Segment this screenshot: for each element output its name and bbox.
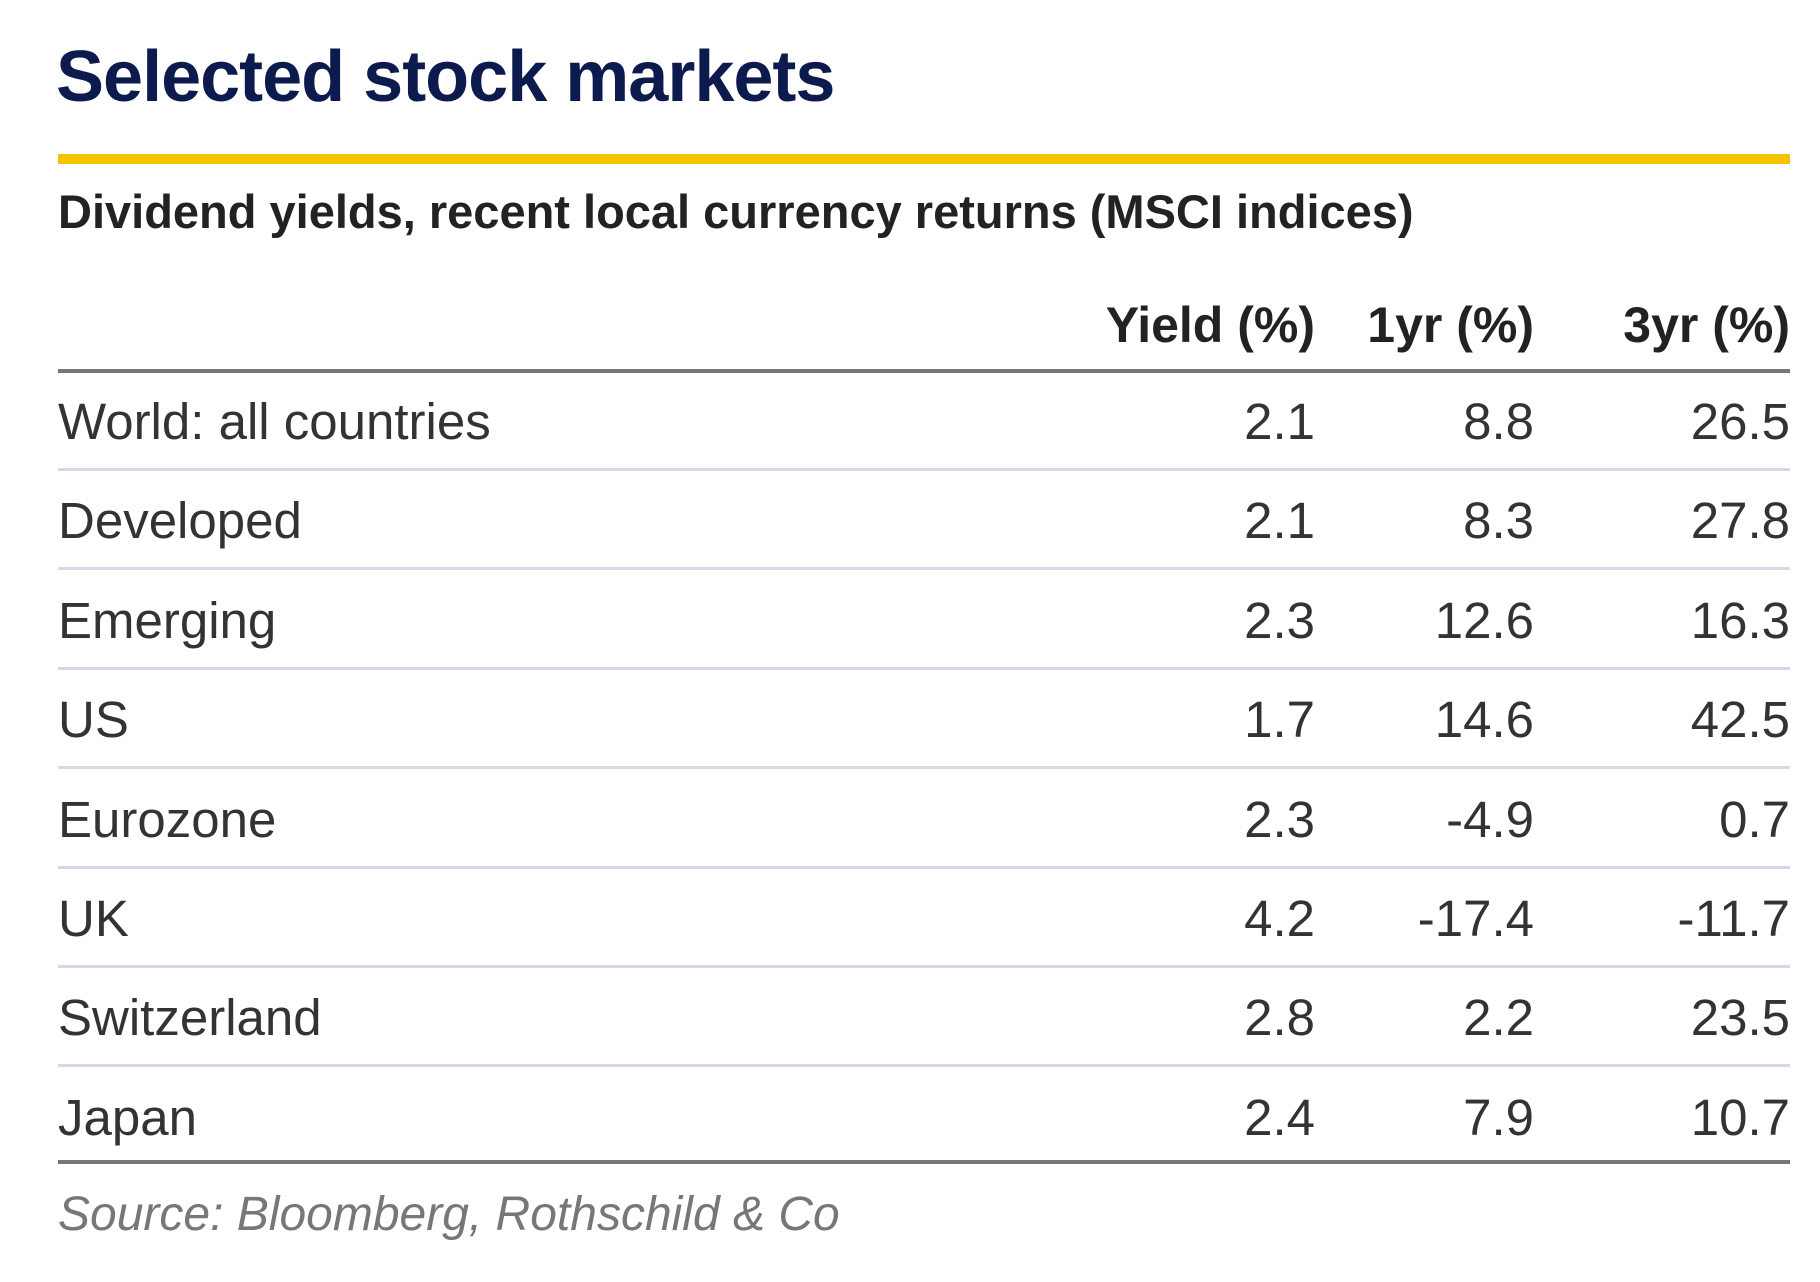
table-cell: -4.9 <box>1446 790 1534 848</box>
row-label: Switzerland <box>58 989 322 1047</box>
column-header: Yield (%) <box>1105 297 1315 353</box>
table-cell: 23.5 <box>1690 989 1790 1047</box>
table-cell: -11.7 <box>1677 890 1790 947</box>
table-cell: 8.8 <box>1463 393 1534 450</box>
table-cell: 2.1 <box>1244 393 1315 450</box>
row-separator <box>58 965 1790 968</box>
table-cell: 10.7 <box>1690 1088 1790 1146</box>
table-cell: 2.3 <box>1244 591 1315 649</box>
table-cell: 2.3 <box>1244 790 1315 848</box>
table-cell: 12.6 <box>1434 591 1534 649</box>
table-cell: 26.5 <box>1690 393 1790 450</box>
table-cell: -17.4 <box>1417 890 1534 947</box>
bottom-rule <box>58 1160 1790 1164</box>
row-label: World: all countries <box>58 393 491 450</box>
row-label: US <box>58 691 129 749</box>
table-cell: 2.2 <box>1463 989 1534 1047</box>
table-cell: 14.6 <box>1434 691 1534 749</box>
row-separator <box>58 666 1790 670</box>
row-label: Emerging <box>58 591 277 649</box>
table-cell: 16.3 <box>1690 591 1790 649</box>
subtitle: Dividend yields, recent local currency r… <box>58 185 1414 238</box>
table-cell: 42.5 <box>1690 691 1790 749</box>
table-cell: 27.8 <box>1690 492 1790 550</box>
source: Source: Bloomberg, Rothschild & Co <box>58 1188 840 1241</box>
table-cell: 1.7 <box>1244 691 1315 749</box>
table-cell: 7.9 <box>1463 1088 1534 1146</box>
title: Selected stock markets <box>56 37 835 117</box>
row-label: Developed <box>58 492 302 550</box>
column-header: 3yr (%) <box>1623 297 1790 353</box>
row-label: UK <box>58 890 129 947</box>
row-separator <box>58 865 1790 869</box>
table-cell: 4.2 <box>1244 890 1315 947</box>
row-separator <box>58 567 1790 571</box>
row-separator <box>58 468 1790 471</box>
row-label: Japan <box>58 1088 197 1146</box>
header-rule <box>58 369 1790 373</box>
column-header: 1yr (%) <box>1367 297 1534 353</box>
row-separator <box>58 766 1790 770</box>
accent-rule <box>58 154 1790 164</box>
table-cell: 8.3 <box>1463 492 1534 550</box>
table-cell: 0.7 <box>1719 790 1790 848</box>
table-cell: 2.4 <box>1244 1088 1315 1146</box>
row-separator <box>58 1064 1790 1068</box>
row-label: Eurozone <box>58 790 277 848</box>
table-cell: 2.8 <box>1244 989 1315 1047</box>
table-cell: 2.1 <box>1244 492 1315 550</box>
